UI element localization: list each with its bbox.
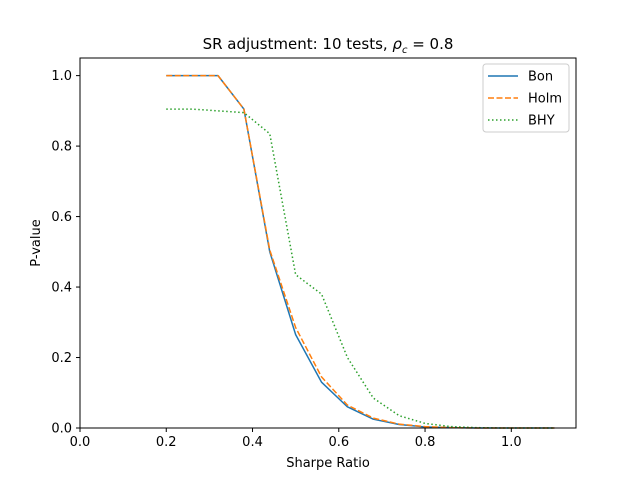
chart-title: SR adjustment: 10 tests, ρc = 0.8	[203, 35, 454, 56]
y-axis-ticks: 0.0 0.2 0.4 0.6 0.8 1.0	[51, 69, 80, 437]
plot-area-frame	[79, 57, 577, 429]
y-tick-label: 0.0	[51, 422, 72, 437]
y-tick-label: 0.2	[51, 351, 72, 366]
legend-frame	[482, 63, 570, 133]
y-axis-label: P-value	[29, 219, 44, 266]
legend-label: BHY	[528, 114, 555, 129]
x-axis-ticks: 0.0 0.2 0.4 0.6 0.8 1.0	[70, 428, 522, 450]
x-tick-label: 1.0	[501, 435, 522, 450]
x-axis-label: Sharpe Ratio	[286, 456, 370, 471]
legend-label: Bon	[528, 70, 553, 85]
x-tick-label: 0.6	[328, 435, 349, 450]
y-tick-label: 0.8	[51, 140, 72, 155]
x-tick-label: 0.4	[242, 435, 263, 450]
series-line-holm	[166, 74, 555, 429]
series-line-bhy	[166, 108, 555, 429]
y-tick-label: 1.0	[51, 69, 72, 84]
x-tick-label: 0.0	[70, 435, 91, 450]
x-tick-label: 0.2	[156, 435, 177, 450]
y-tick-label: 0.4	[51, 281, 72, 296]
legend: Bon Holm BHY	[482, 63, 570, 133]
legend-label: Holm	[528, 92, 562, 107]
y-tick-label: 0.6	[51, 210, 72, 225]
x-tick-label: 0.8	[415, 435, 436, 450]
